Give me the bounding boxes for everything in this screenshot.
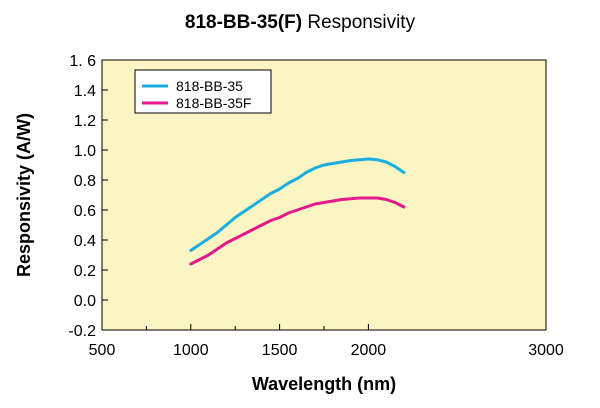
y-tick-label: 0.0 — [74, 293, 96, 310]
y-tick-label: 0.6 — [74, 203, 96, 220]
x-tick-label: 3000 — [528, 342, 564, 359]
chart-title-rest: Responsivity — [302, 12, 416, 33]
x-tick-label: 1500 — [262, 342, 298, 359]
y-tick-label: 1.4 — [74, 83, 96, 100]
y-tick-label: 1.2 — [74, 113, 96, 130]
x-axis-title: Wavelength (nm) — [252, 374, 396, 394]
y-axis-title: Responsivity (A/W) — [14, 113, 34, 277]
chart-title-bold: 818-BB-35(F) — [184, 12, 303, 33]
series-line-818-bb-35f — [189, 196, 406, 266]
chart-title: 818-BB-35(F) Responsivity — [0, 12, 600, 34]
y-tick-label: 0.4 — [74, 233, 96, 250]
legend: 818-BB-35 818-BB-35F — [134, 69, 272, 114]
legend-label-818-bb-35f: 818-BB-35F — [176, 95, 251, 111]
x-tick-label: 500 — [89, 342, 116, 359]
legend-label-818-bb-35: 818-BB-35 — [176, 78, 243, 94]
data-lines — [189, 157, 406, 266]
axis-ticks: 1. 6 1.4 1.2 1.0 0.8 0.6 0.4 0.2 0.0 -0.2 500 1000 1… — [68, 53, 563, 359]
legend-box — [134, 69, 272, 114]
x-tick-label: 1000 — [173, 342, 209, 359]
y-tick-label: -0.2 — [68, 323, 96, 340]
y-tick-label: 0.8 — [74, 173, 96, 190]
y-tick-label: 0.2 — [74, 263, 96, 280]
y-tick-label: 1. 6 — [69, 53, 96, 70]
x-tick-label: 2000 — [351, 342, 387, 359]
series-line-818-bb-35 — [189, 157, 406, 252]
y-tick-label: 1.0 — [74, 143, 96, 160]
